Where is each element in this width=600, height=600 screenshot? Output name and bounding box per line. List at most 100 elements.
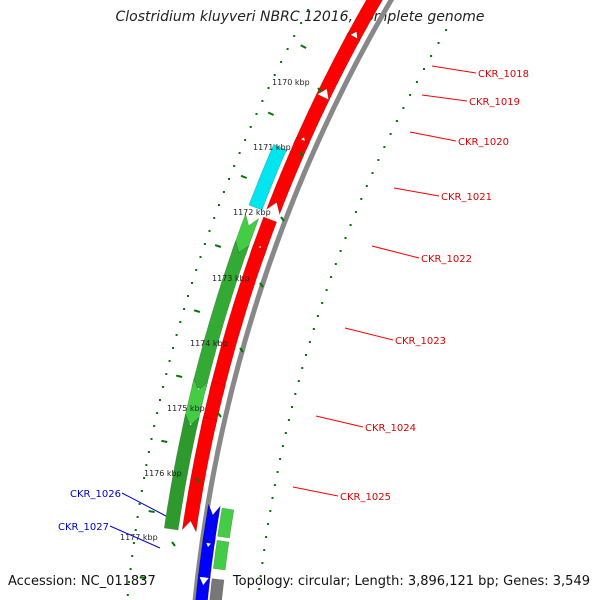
scale-dot (344, 237, 347, 239)
scale-tick (299, 151, 304, 157)
leader-line (431, 65, 477, 74)
scale-dot (249, 126, 252, 128)
gene-label: CKR_1026 (70, 489, 121, 500)
scale-dot (383, 146, 386, 148)
scale-dot (334, 263, 337, 265)
scale-dot (415, 81, 418, 83)
scale-dot (265, 536, 268, 538)
scale-dot (330, 276, 333, 278)
scale-dot (238, 152, 241, 154)
gene-ckr-1021 (265, 136, 310, 216)
scale-dot (301, 367, 304, 369)
leader-line (121, 492, 167, 517)
gene-ckr-1018 (344, 0, 383, 45)
scale-dot (222, 191, 225, 193)
scale-dot (195, 269, 198, 271)
scale-dot (165, 373, 168, 375)
scale-dot (129, 568, 132, 570)
scale-dot (281, 445, 284, 447)
scale-dot (140, 490, 143, 492)
scale-label: 1170 kbp (272, 78, 310, 87)
scale-dot (126, 594, 129, 596)
scale-dot (286, 48, 289, 50)
scale-dot (316, 315, 319, 317)
scale-dot (267, 523, 270, 525)
scale-dot (199, 256, 202, 258)
scale-dot (312, 328, 315, 330)
scale-dot (269, 510, 272, 512)
scale-dot (297, 380, 300, 382)
scale-dot (175, 334, 178, 336)
scale-dot (349, 224, 352, 226)
scale-dot (273, 484, 276, 486)
scale-dot (233, 165, 236, 167)
scale-tick (317, 87, 322, 93)
strand-tick (139, 576, 146, 579)
scale-dot (354, 211, 357, 213)
scale-dot (291, 406, 293, 408)
scale-dot (287, 419, 290, 421)
gene-blue-1 (202, 503, 221, 545)
scale-label: 1177 kbp (120, 533, 158, 542)
scale-dot (445, 29, 448, 31)
scale-dot (150, 438, 153, 440)
scale-dot (179, 321, 182, 323)
scale-tick (280, 216, 285, 222)
gene-ckr-1025 (181, 416, 218, 533)
scale-dot (365, 185, 368, 187)
strand-tick (267, 111, 275, 116)
gene-label: CKR_1024 (365, 423, 416, 434)
scale-dot (307, 9, 310, 11)
gene-blue-3 (195, 573, 211, 600)
outer-dotted-ring (126, 9, 310, 596)
scale-dot (360, 198, 363, 200)
leader-line (315, 415, 364, 428)
gene-label: CKR_1019 (469, 97, 520, 108)
scale-dot (208, 230, 211, 232)
scale-dot (321, 302, 324, 304)
scale-dot (136, 516, 139, 518)
scale-dot (276, 471, 279, 473)
leader-line (344, 327, 394, 341)
gene-green-1 (231, 212, 260, 256)
scale-label: 1175 kbp (167, 404, 205, 413)
scale-label: 1174 kbp (190, 339, 228, 348)
scale-dot (271, 497, 274, 499)
accession-text: Accession: NC_011837 (8, 574, 156, 589)
scale-label: 1172 kbp (233, 208, 271, 217)
scale-dot (389, 133, 392, 135)
gene-label: CKR_1022 (421, 254, 472, 265)
strand-tick (193, 309, 201, 313)
scale-tick (195, 477, 200, 483)
scale-tick (171, 541, 176, 547)
gene-green-2 (191, 239, 250, 391)
scale-dot (259, 575, 262, 577)
scale-dot (371, 172, 374, 174)
genome-title: Clostridium kluyveri NBRC 12016, complet… (115, 9, 485, 25)
scale-dot (156, 412, 159, 414)
gene-label: CKR_1020 (458, 137, 509, 148)
strand-tick (240, 174, 248, 179)
scale-tick (259, 282, 264, 288)
scale-dot (255, 113, 258, 115)
scale-layer: 1170 kbp 1171 kbp 1172 kbp 1173 kbp 1174 kbp… (120, 78, 322, 547)
gene-label: CKR_1027 (58, 522, 109, 533)
leader-line (109, 525, 161, 549)
scale-dot (218, 204, 220, 206)
scale-dot (409, 94, 412, 96)
scale-dot (325, 289, 328, 291)
gene-gray (209, 578, 225, 600)
scale-dot (187, 295, 189, 297)
scale-dot (162, 386, 165, 388)
strand-tick (161, 439, 168, 443)
scale-dot (147, 451, 150, 453)
gene-label: CKR_1018 (478, 69, 529, 80)
scale-dot (284, 432, 287, 434)
leader-line (409, 131, 457, 142)
scale-dot (430, 55, 433, 57)
scale-dot (131, 555, 134, 557)
leader-line (393, 187, 440, 197)
gene-label: CKR_1021 (441, 192, 492, 203)
scale-dot (261, 100, 264, 102)
